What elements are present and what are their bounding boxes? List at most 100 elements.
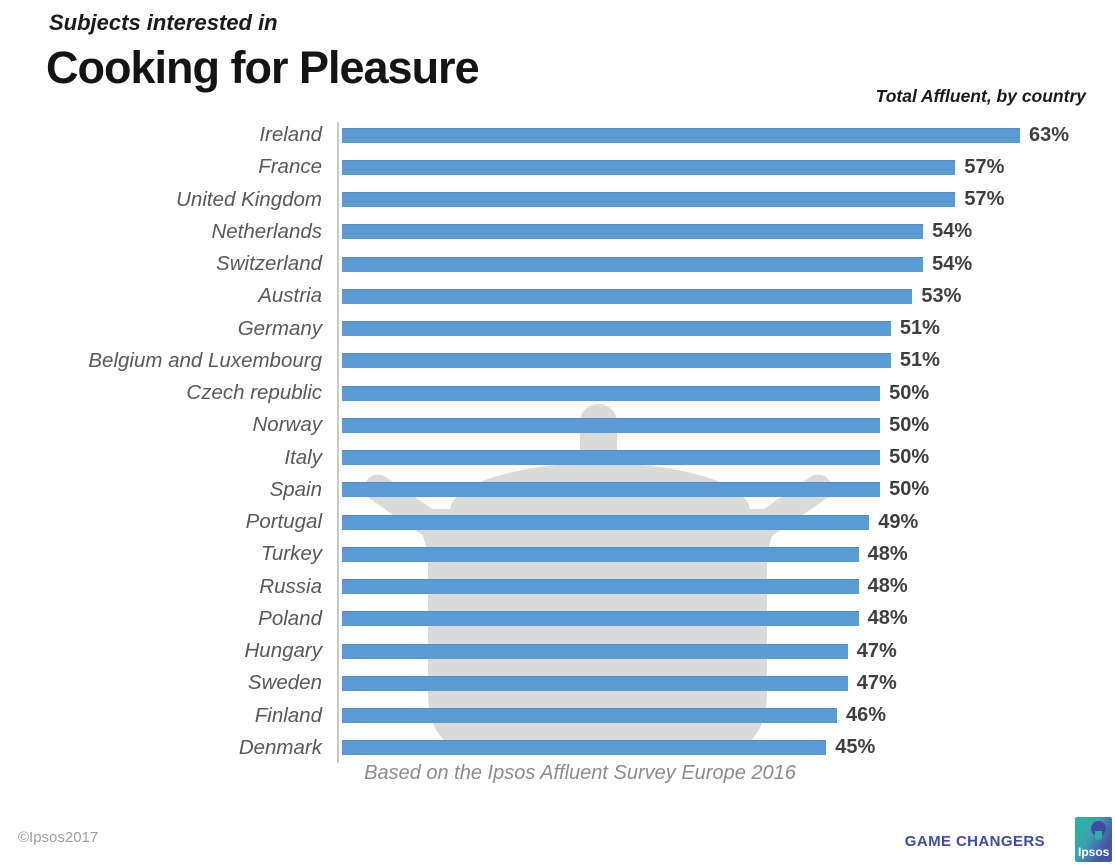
value-label: 48% [867,542,908,565]
value-label: 53% [921,284,962,307]
bar [342,611,859,627]
bar-area: 50% [339,382,1115,405]
ipsos-logo: Ipsos [1075,817,1112,862]
bar-area: 47% [339,640,1115,663]
source-caption: Based on the Ipsos Affluent Survey Europ… [364,762,796,784]
chart-row: Germany 51% [0,313,1115,345]
chart-row: Norway 50% [0,409,1115,441]
value-label: 48% [867,607,908,630]
value-label: 48% [867,575,908,598]
chart-row: Spain 50% [0,474,1115,506]
chart-row: Hungary 47% [0,635,1115,667]
bar [342,385,881,401]
category-label: Germany [237,316,322,340]
value-label: 47% [856,639,897,662]
bar [342,417,881,433]
value-label: 45% [835,736,876,759]
category-label: Finland [254,703,322,727]
category-label: Switzerland [216,252,322,276]
bar-area: 50% [339,414,1115,437]
chart-note: Total Affluent, by country [875,86,1086,106]
bar [342,675,848,691]
category-label: Russia [259,574,322,598]
category-label: Denmark [238,735,322,759]
value-label: 46% [846,704,887,727]
bar-area: 51% [339,317,1115,340]
bar-area: 48% [339,607,1115,630]
chart-row: Switzerland 54% [0,248,1115,280]
chart-row: Denmark 45% [0,732,1115,764]
bar [342,256,924,272]
value-label: 51% [899,317,940,340]
category-label: Sweden [247,671,322,695]
value-label: 50% [889,478,930,501]
category-label: Spain [269,477,322,501]
chart-row: Italy 50% [0,442,1115,474]
bar [342,643,848,659]
bar-area: 47% [339,672,1115,695]
chart-row: Poland 48% [0,603,1115,635]
chart-row: France 57% [0,151,1115,183]
bar-area: 54% [339,220,1115,243]
bar [342,192,956,208]
value-label: 50% [889,381,930,404]
y-axis-line [337,122,339,763]
game-changers-tagline: GAME CHANGERS [904,833,1045,850]
ipsos-logo-text: Ipsos [1078,845,1110,859]
bar [342,224,924,240]
value-label: 49% [878,510,919,533]
chart-title: Cooking for Pleasure [46,42,480,93]
bar [342,708,837,724]
bar [342,288,913,304]
chart-row: Turkey 48% [0,538,1115,570]
chart-row: Sweden 47% [0,667,1115,699]
bar [342,579,859,595]
ipsos-logo-mark-icon [1091,821,1106,840]
category-label: Italy [284,445,322,469]
value-label: 47% [856,671,897,694]
bar [342,740,827,756]
bar [342,450,881,466]
value-label: 63% [1029,123,1070,146]
category-label: Hungary [244,639,323,663]
chart-row: Czech republic 50% [0,377,1115,409]
bar-area: 57% [339,188,1115,211]
bar-area: 48% [339,543,1115,566]
category-label: Belgium and Luxembourg [88,348,322,372]
chart-row: Ireland 63% [0,119,1115,151]
bar-area: 50% [339,446,1115,469]
category-label: Poland [258,606,322,630]
bar-area: 63% [339,124,1115,147]
value-label: 54% [932,252,973,275]
bar-area: 57% [339,156,1115,179]
copyright-text: ©Ipsos2017 [18,829,99,846]
category-label: United Kingdom [176,187,322,211]
category-label: Netherlands [211,219,322,243]
bar-area: 48% [339,575,1115,598]
bar-rows: Ireland 63% France 57% United Kingdom 57% Neth… [0,119,1115,764]
chart-row: Belgium and Luxembourg 51% [0,345,1115,377]
value-label: 50% [889,413,930,436]
bar [342,546,859,562]
chart-row: Finland 46% [0,700,1115,732]
bar-chart: Ireland 63% France 57% United Kingdom 57% Neth… [0,119,1115,765]
category-label: Portugal [245,510,322,534]
bar-area: 54% [339,253,1115,276]
bar [342,353,891,369]
category-label: Ireland [259,123,322,147]
bar [342,127,1020,143]
bar-area: 45% [339,736,1115,759]
bar-area: 46% [339,704,1115,727]
value-label: 57% [964,188,1005,211]
category-label: Czech republic [186,381,322,405]
bar-area: 50% [339,478,1115,501]
bar-area: 49% [339,511,1115,534]
chart-row: Austria 53% [0,280,1115,312]
value-label: 51% [899,349,940,372]
chart-row: United Kingdom 57% [0,184,1115,216]
chart-row: Russia 48% [0,571,1115,603]
category-label: Turkey [260,542,322,566]
bar [342,159,956,175]
chart-row: Netherlands 54% [0,216,1115,248]
chart-row: Portugal 49% [0,506,1115,538]
